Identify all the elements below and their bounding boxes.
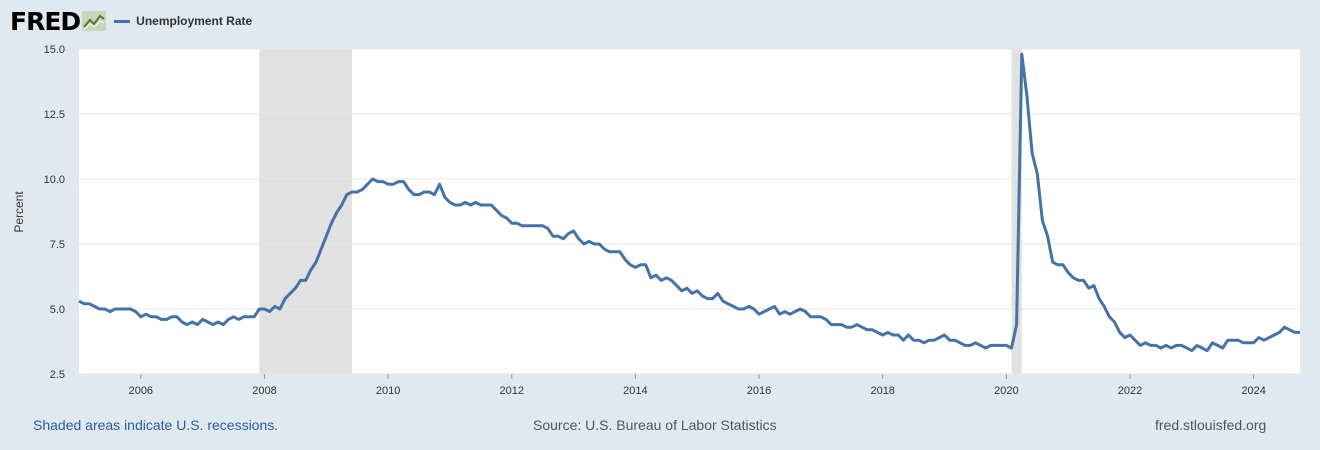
series-line-unemployment-rate[interactable] xyxy=(78,52,1300,353)
fred-chart-icon xyxy=(82,11,107,31)
y-tick-label: 2.5 xyxy=(50,369,65,381)
x-tick-label: 2008 xyxy=(252,385,276,397)
x-tick-label: 2018 xyxy=(870,385,894,397)
y-tick-label: 5.0 xyxy=(50,304,65,316)
x-tick-label: 2014 xyxy=(623,385,647,397)
y-tick-label: 10.0 xyxy=(44,174,65,186)
x-tick-label: 2020 xyxy=(994,385,1018,397)
fred-logo[interactable]: FRED xyxy=(10,6,81,36)
header: FRED Unemployment Rate xyxy=(10,6,252,36)
x-tick-label: 2024 xyxy=(1241,385,1265,397)
x-tick-label: 2012 xyxy=(500,385,524,397)
chart: 2.5 5.0 7.5 10.0 12.5 15.0 2006 2008 2010 2012 20… xyxy=(12,44,1300,397)
y-axis-label: Percent xyxy=(12,191,26,233)
legend-line-swatch xyxy=(114,19,131,23)
site-link[interactable]: fred.stlouisfed.org xyxy=(1155,417,1267,433)
recession-band xyxy=(1011,49,1022,374)
legend-label[interactable]: Unemployment Rate xyxy=(136,14,253,28)
source-note: Source: U.S. Bureau of Labor Statistics xyxy=(533,417,777,433)
x-tick-label: 2010 xyxy=(376,385,400,397)
x-tick-label: 2006 xyxy=(129,385,153,397)
x-tick-label: 2016 xyxy=(747,385,771,397)
y-tick-label: 12.5 xyxy=(44,109,65,121)
x-tick-label: 2022 xyxy=(1118,385,1142,397)
recession-note-link[interactable]: Shaded areas indicate U.S. recessions. xyxy=(33,417,279,433)
y-tick-label: 15.0 xyxy=(44,44,65,56)
y-tick-label: 7.5 xyxy=(50,239,65,251)
